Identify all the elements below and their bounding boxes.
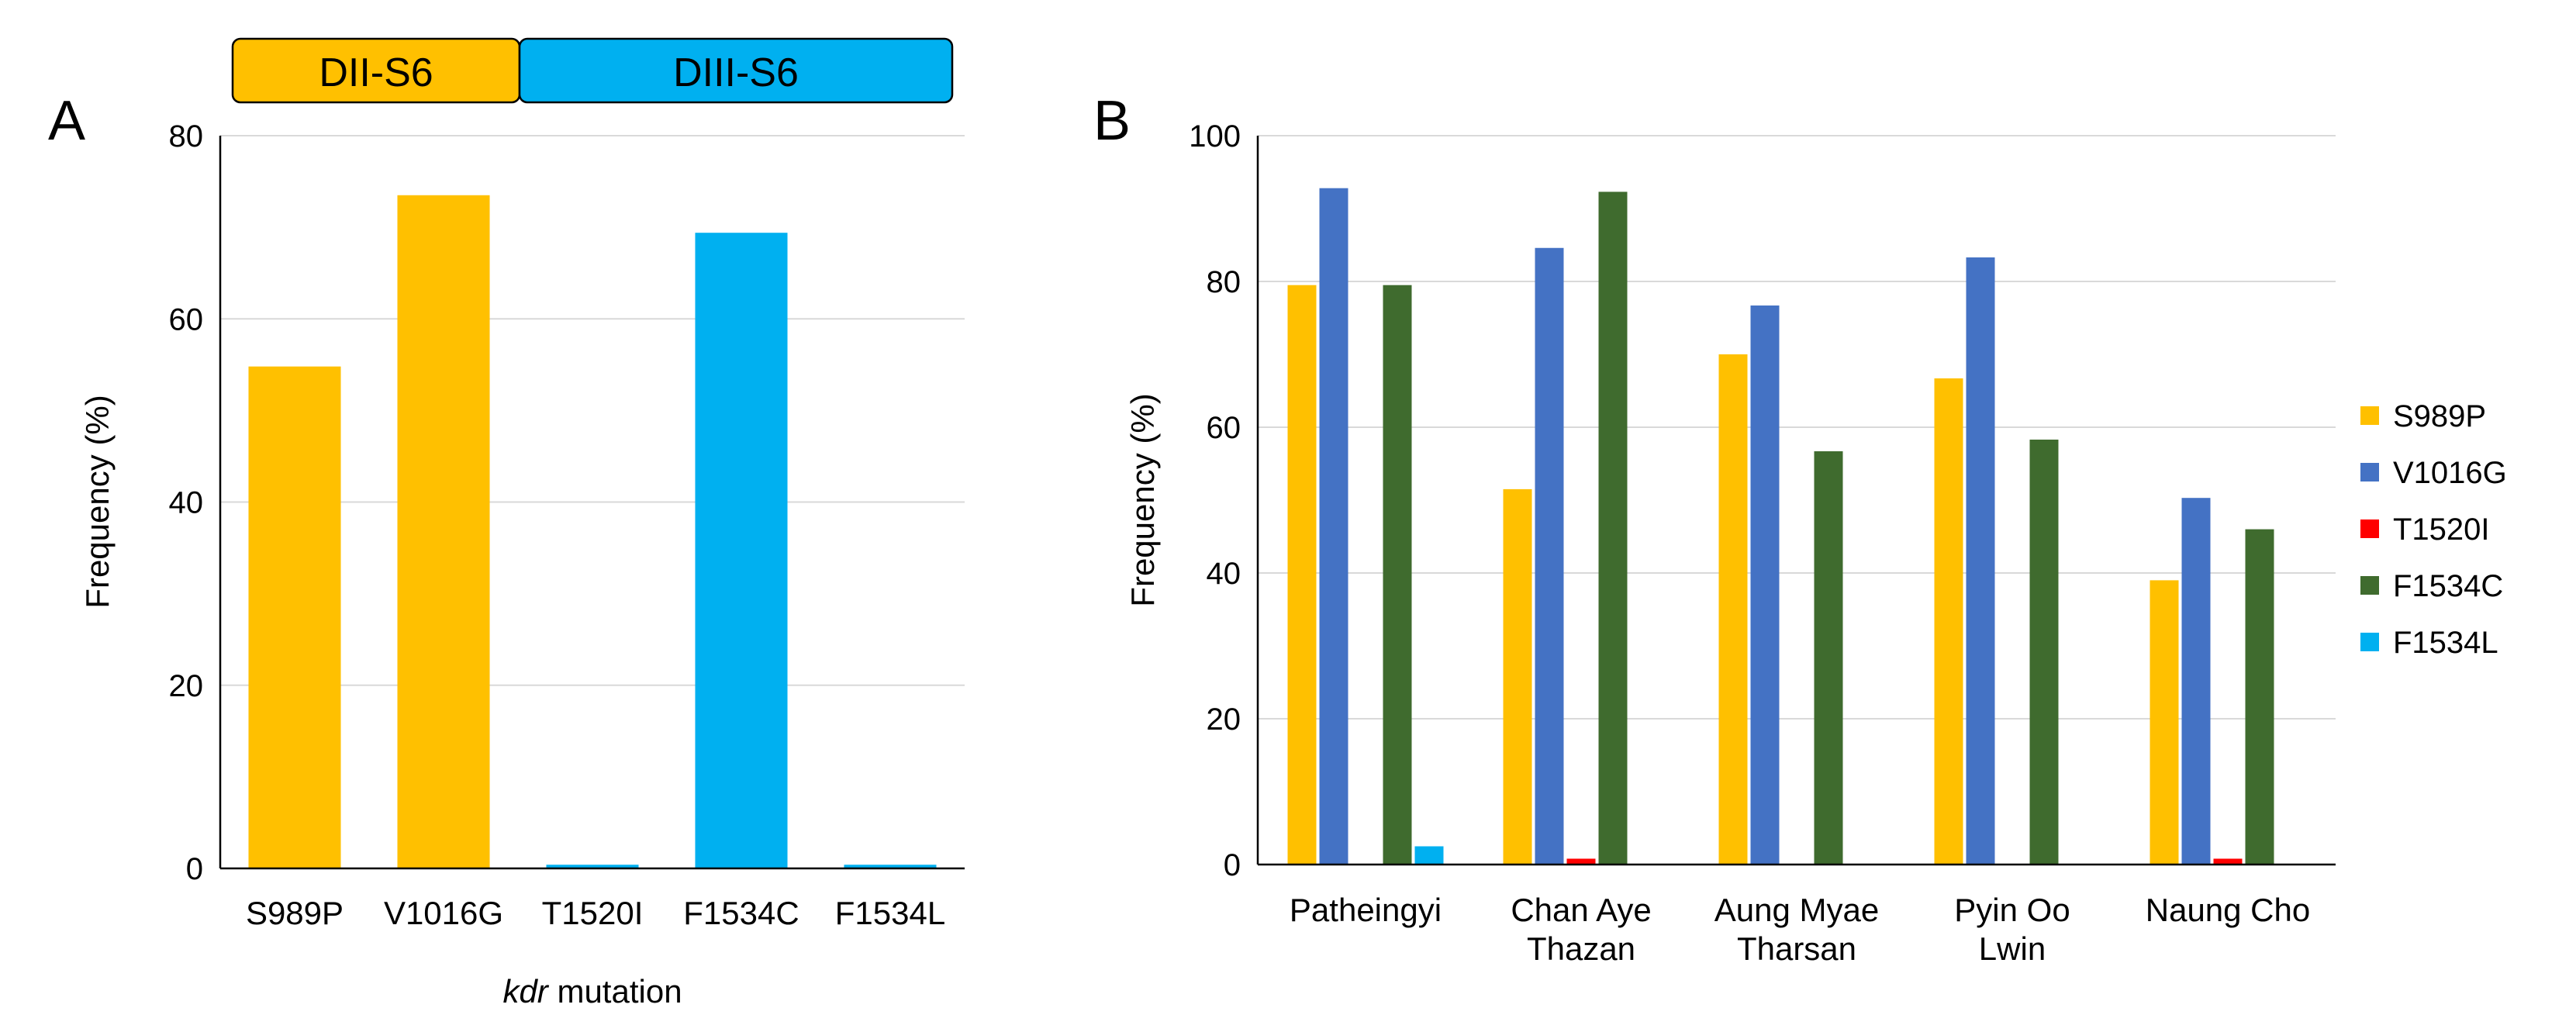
panel-b-x-tick-label-line: Pyin Oo (1954, 892, 2070, 928)
bar-naung-cho-f1534c (2245, 529, 2274, 865)
panel-b-x-tick-label-line: Lwin (1979, 930, 2046, 967)
bar-naung-cho-t1520i (2213, 858, 2243, 865)
panel-a-y-tick-label: 60 (169, 302, 204, 337)
bar-pyin-oo-lwin-f1534c (2029, 439, 2059, 865)
legend-swatch-s989p (2360, 406, 2379, 425)
bar-chan-aye-thazan-v1016g (1535, 247, 1564, 865)
panel-b-x-tick-label: Patheingyi (1290, 892, 1442, 928)
panel-b-y-tick-label: 60 (1207, 411, 1241, 445)
panel-b-y-tick-label: 20 (1207, 702, 1241, 737)
panel-a: A DII-S6 DIII-S6 0 20 40 60 80 S989P V1016G T1… (48, 37, 965, 1010)
panel-a-y-tick-label: 40 (169, 486, 204, 520)
panel-a-x-tick-label: F1534C (683, 895, 799, 931)
panel-b-y-tick-labels: 0 20 40 60 80 100 (1189, 119, 1241, 882)
bar-patheingyi-v1016g (1319, 188, 1348, 865)
domain-label-diii-s6: DIII-S6 (673, 50, 799, 95)
bar-v1016g (397, 195, 490, 868)
domain-label-dii-s6: DII-S6 (319, 50, 433, 95)
panel-a-y-tick-labels: 0 20 40 60 80 (169, 119, 204, 886)
bar-pyin-oo-lwin-v1016g (1966, 257, 1995, 865)
legend-swatch-v1016g (2360, 463, 2379, 481)
panel-b-bars (1287, 188, 2274, 865)
panel-b-y-tick-label: 80 (1207, 265, 1241, 299)
panel-a-bars (248, 195, 937, 868)
panel-b-legend: S989P V1016G T1520I F1534C F1534L (2360, 399, 2507, 660)
panel-a-y-tick-label: 20 (169, 669, 204, 703)
bar-aung-myae-tharsan-s989p (1718, 354, 1748, 865)
panel-a-gridlines (220, 135, 965, 686)
bar-t1520i (546, 865, 639, 868)
legend-swatch-f1534l (2360, 633, 2379, 651)
panel-a-x-tick-label: V1016G (384, 895, 503, 931)
panel-b-x-tick-label: Pyin Oo Lwin (1954, 892, 2070, 967)
bar-patheingyi-f1534l (1414, 846, 1444, 865)
panel-b-y-tick-label: 100 (1189, 119, 1241, 154)
panel-a-x-axis-label-rest: mutation (548, 973, 682, 1010)
panel-b-x-tick-label-line: Patheingyi (1290, 892, 1442, 928)
legend-label-s989p: S989P (2393, 399, 2486, 433)
panel-a-x-tick-label: F1534L (835, 895, 945, 931)
bar-chan-aye-thazan-t1520i (1566, 858, 1596, 865)
panel-b-x-tick-label-line: Naung Cho (2146, 892, 2310, 928)
panel-b-x-tick-label: Naung Cho (2146, 892, 2310, 928)
panel-a-y-tick-label: 0 (186, 852, 203, 886)
panel-b-x-tick-labels: Patheingyi Chan Aye Thazan Aung Myae Tharsan… (1290, 892, 2310, 967)
panel-b-x-tick-label: Aung Myae Tharsan (1714, 892, 1879, 967)
bar-patheingyi-s989p (1287, 285, 1317, 865)
panel-b-y-tick-label: 0 (1224, 848, 1241, 882)
legend-swatch-t1520i (2360, 519, 2379, 538)
legend-label-v1016g: V1016G (2393, 456, 2507, 490)
panel-b-x-tick-label-line: Tharsan (1737, 930, 1856, 967)
panel-a-y-axis-label: Frequency (%) (79, 395, 116, 608)
legend-label-f1534c: F1534C (2393, 569, 2503, 603)
panel-b: B 0 20 40 60 80 100 Patheingyi Chan Aye Thazan A… (1093, 90, 2507, 967)
panel-a-x-tick-label: S989P (246, 895, 344, 931)
bar-aung-myae-tharsan-v1016g (1750, 305, 1780, 865)
bar-s989p (248, 366, 341, 868)
panel-b-x-tick-label-line: Chan Aye (1511, 892, 1651, 928)
legend-label-f1534l: F1534L (2393, 626, 2498, 660)
panel-a-y-tick-label: 80 (169, 119, 204, 154)
panel-a-x-axis-label-italic: kdr (502, 973, 549, 1010)
bar-naung-cho-s989p (2150, 580, 2179, 865)
bar-chan-aye-thazan-s989p (1503, 488, 1532, 865)
bar-pyin-oo-lwin-s989p (1934, 378, 1963, 865)
bar-chan-aye-thazan-f1534c (1598, 192, 1628, 865)
panel-b-y-tick-label: 40 (1207, 557, 1241, 591)
panel-b-letter: B (1093, 90, 1131, 152)
panel-b-x-tick-label-line: Thazan (1527, 930, 1635, 967)
domain-bar: DII-S6 DIII-S6 (231, 37, 954, 104)
panel-b-x-tick-label-line: Aung Myae (1714, 892, 1879, 928)
legend-label-t1520i: T1520I (2393, 513, 2490, 547)
bar-naung-cho-v1016g (2181, 498, 2211, 865)
bar-f1534c (695, 233, 788, 868)
panel-a-x-tick-label: T1520I (542, 895, 644, 931)
bar-f1534l (844, 865, 937, 868)
bar-aung-myae-tharsan-f1534c (1814, 451, 1843, 865)
legend-swatch-f1534c (2360, 576, 2379, 595)
panel-b-y-axis-label: Frequency (%) (1124, 393, 1161, 606)
panel-a-x-axis-label: kdr mutation (502, 973, 682, 1010)
panel-a-x-tick-labels: S989P V1016G T1520I F1534C F1534L (246, 895, 945, 931)
panel-b-x-tick-label: Chan Aye Thazan (1511, 892, 1651, 967)
domain-box-diii-s6 (518, 37, 954, 104)
panel-a-letter: A (48, 90, 85, 152)
bar-patheingyi-f1534c (1383, 285, 1412, 865)
